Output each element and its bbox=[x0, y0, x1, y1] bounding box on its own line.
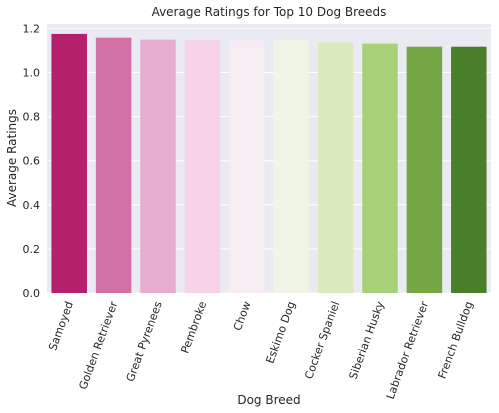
y-tick-label: 0.6 bbox=[23, 155, 41, 168]
y-tick-label: 0.4 bbox=[23, 199, 41, 212]
y-axis-label: Average Ratings bbox=[5, 109, 19, 207]
x-axis-label: Dog Breed bbox=[237, 393, 300, 407]
y-tick-labels: 0.0 0.2 0.4 0.6 0.8 1.0 1.2 bbox=[23, 22, 41, 300]
bar bbox=[273, 40, 309, 294]
y-tick-label: 1.0 bbox=[23, 67, 41, 80]
y-tick-label: 0.8 bbox=[23, 111, 41, 124]
bar bbox=[95, 37, 132, 294]
bar bbox=[451, 46, 487, 293]
chart-title: Average Ratings for Top 10 Dog Breeds bbox=[152, 5, 387, 19]
x-tick-label: Golden Retriever bbox=[76, 299, 120, 391]
bar bbox=[317, 42, 354, 293]
x-tick-label: Siberian Husky bbox=[347, 299, 387, 381]
x-tick-label: Chow bbox=[231, 300, 254, 333]
x-tick-label: Pembroke bbox=[178, 299, 209, 355]
y-tick-label: 0.0 bbox=[23, 287, 41, 300]
bar bbox=[140, 39, 176, 293]
x-tick-label: Great Pyrenees bbox=[124, 299, 165, 383]
bar bbox=[184, 40, 221, 294]
x-tick-label: Samoyed bbox=[46, 300, 76, 353]
bar bbox=[229, 40, 265, 294]
bar bbox=[362, 43, 398, 293]
bar bbox=[51, 33, 87, 294]
y-tick-label: 1.2 bbox=[23, 22, 41, 35]
x-tick-label: Cocker Spaniel bbox=[302, 300, 342, 381]
bars bbox=[51, 33, 487, 294]
bar bbox=[406, 46, 443, 293]
y-tick-label: 0.2 bbox=[23, 243, 41, 256]
x-tick-label: French Bulldog bbox=[436, 300, 476, 381]
x-tick-labels: Samoyed Golden Retriever Great Pyrenees Pem… bbox=[46, 299, 475, 401]
x-tick-label: Eskimo Dog bbox=[263, 300, 298, 366]
x-tick-label: Labrador Retriever bbox=[384, 299, 432, 401]
